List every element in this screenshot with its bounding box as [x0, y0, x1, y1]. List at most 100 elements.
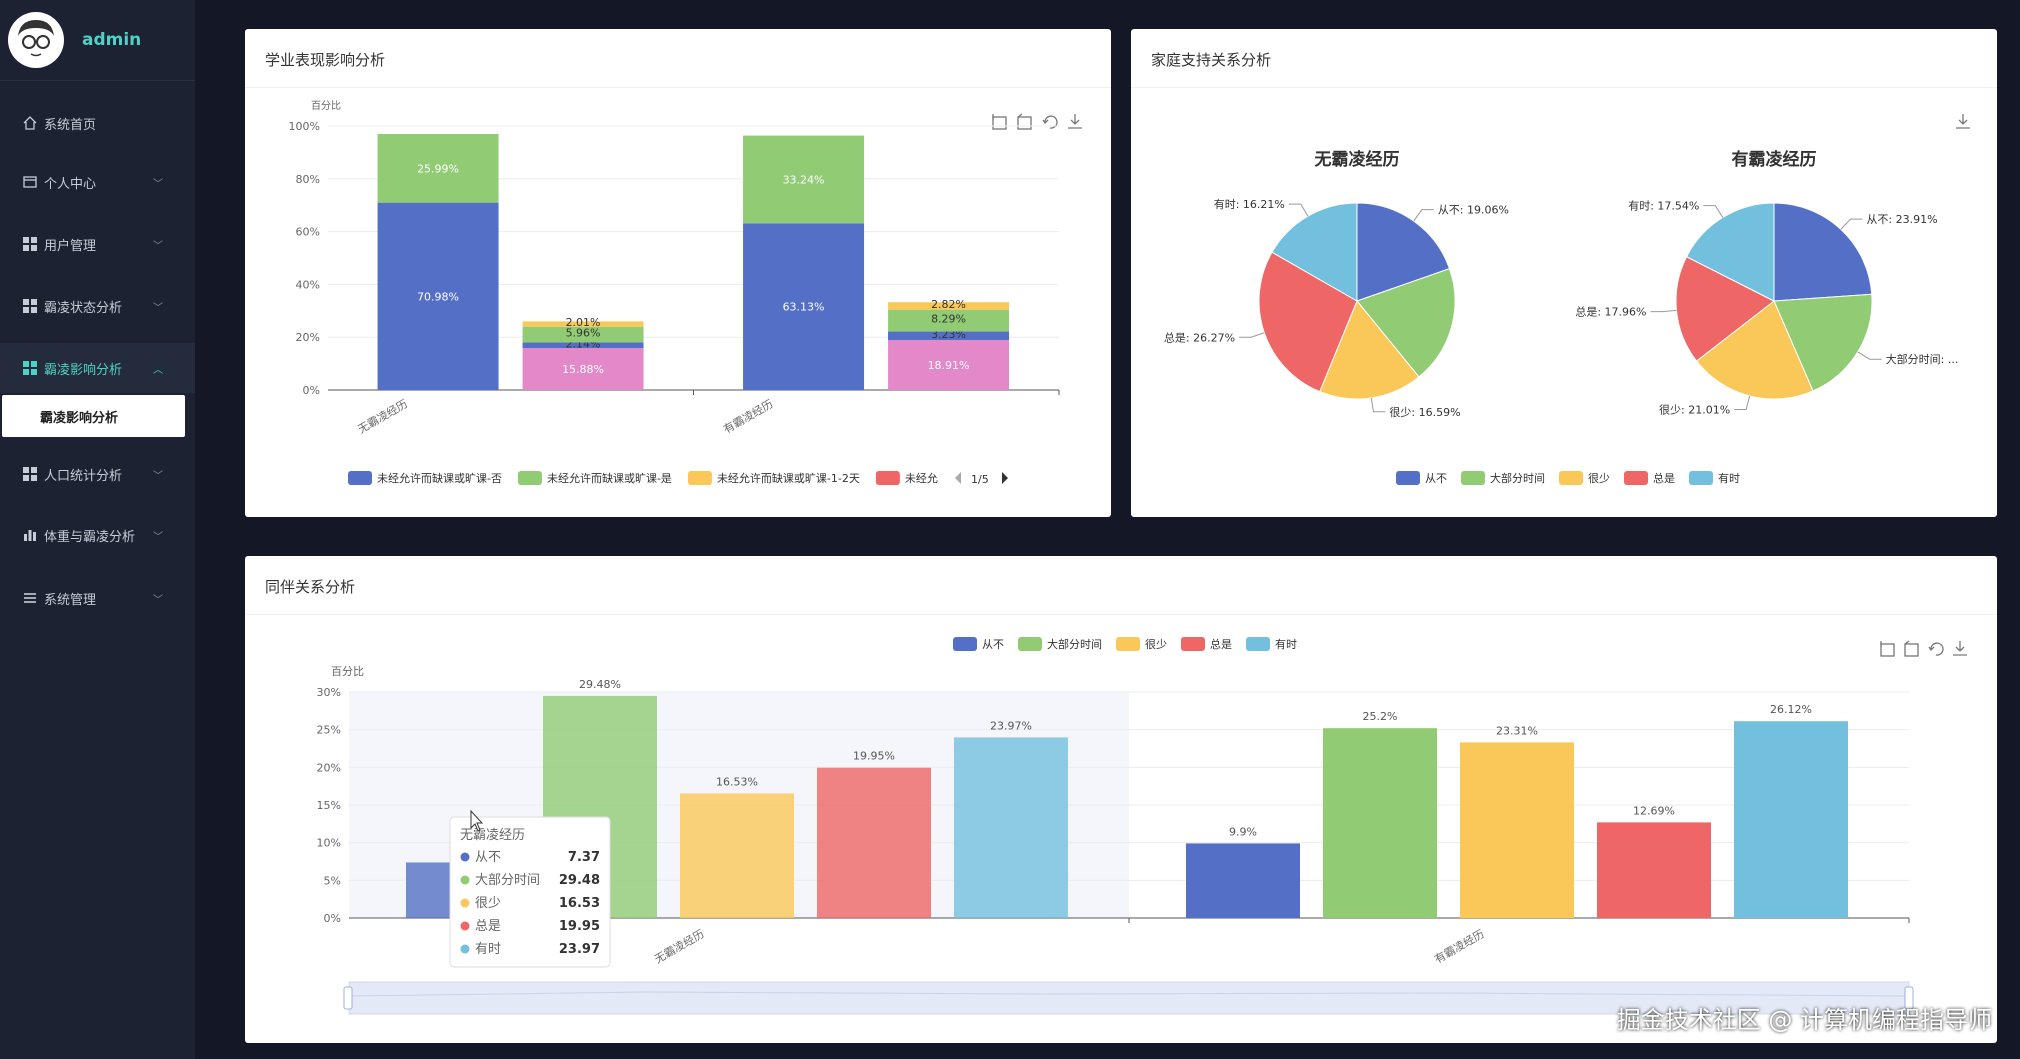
legend-label: 未经允许而缺课或旷课-1-2天 — [717, 471, 860, 485]
bar — [1323, 728, 1437, 918]
y-tick-label: 10% — [317, 837, 341, 850]
tooltip-marker — [460, 921, 470, 931]
sidebar-item-personal-center[interactable]: 个人中心 ﹀ — [0, 157, 195, 207]
y-tick-label: 0% — [324, 912, 341, 925]
download-icon[interactable] — [1068, 114, 1082, 129]
legend-swatch — [687, 471, 712, 485]
sidebar-item-system-management[interactable]: 系统管理 ﹀ — [0, 573, 195, 623]
data-label: 5.96% — [566, 327, 601, 340]
panel-title: 学业表现影响分析 — [265, 51, 386, 69]
bar — [1460, 742, 1574, 918]
tooltip-series-name: 大部分时间 — [475, 873, 540, 888]
tooltip-marker — [460, 875, 470, 885]
slice-label: 很少: 21.01% — [1659, 402, 1730, 416]
sidebar-item-weight-bullying[interactable]: 体重与霸凌分析 ﹀ — [0, 510, 195, 560]
panel-title: 家庭支持关系分析 — [1151, 51, 1272, 69]
legend-swatch — [1396, 471, 1420, 485]
avatar[interactable] — [8, 12, 64, 68]
sidebar-item-label: 人口统计分析 — [44, 468, 123, 484]
legend-swatch — [1461, 471, 1485, 485]
zoom-icon[interactable] — [1880, 641, 1895, 657]
y-tick-label: 20% — [317, 761, 341, 774]
refresh-icon[interactable] — [1042, 115, 1058, 129]
legend-swatch — [1624, 471, 1648, 485]
data-zoom-handle-left[interactable] — [343, 986, 353, 1010]
tooltip-series-name: 总是 — [475, 919, 501, 934]
zoom-icon[interactable] — [992, 114, 1007, 130]
card-icon — [22, 174, 38, 190]
data-label: 16.53% — [716, 775, 758, 788]
bar-segment — [743, 223, 865, 390]
legend-next-icon[interactable] — [1002, 472, 1008, 484]
sidebar-item-user-management[interactable]: 用户管理 ﹀ — [0, 219, 195, 269]
slice-label: 大部分时间: ... — [1886, 352, 1959, 366]
sidebar-item-bullying-status[interactable]: 霸凌状态分析 ﹀ — [0, 281, 195, 331]
sidebar-item-bullying-impact[interactable]: 霸凌影响分析 ︿ — [0, 343, 195, 393]
data-label: 63.13% — [783, 301, 825, 314]
bar-segment — [522, 342, 644, 349]
toolbox — [1880, 640, 1967, 657]
data-label: 12.69% — [1633, 804, 1675, 817]
peer-chart: 百分比 0% 5% 10% 15% 20% 25% 30% 无霸凌经历 29.48% 16.53% 1… — [317, 637, 1967, 1015]
y-tick-label: 100% — [289, 120, 320, 133]
y-tick-label: 30% — [317, 686, 341, 699]
chevron-down-icon: ﹀ — [153, 531, 163, 543]
submenu-item-bullying-impact[interactable]: 霸凌影响分析 — [2, 395, 185, 437]
zoom-reset-icon[interactable] — [1904, 640, 1919, 657]
chevron-down-icon: ﹀ — [153, 240, 163, 252]
bar — [1597, 822, 1711, 918]
y-tick-label: 0% — [303, 384, 320, 397]
x-tick-label: 有霸凌经历 — [1432, 926, 1487, 966]
bar — [1186, 843, 1300, 918]
slice-label: 有时: 17.54% — [1628, 199, 1699, 213]
bar-chart-icon — [22, 527, 38, 543]
legend-swatch — [1246, 637, 1270, 651]
label-line — [1840, 218, 1863, 230]
data-label: 8.29% — [931, 313, 966, 326]
slice-label: 很少: 16.59% — [1389, 405, 1460, 419]
tooltip-title: 无霸凌经历 — [460, 828, 525, 843]
y-axis-title: 百分比 — [311, 100, 341, 112]
sidebar-item-label: 用户管理 — [44, 238, 97, 254]
sidebar-item-home[interactable]: 系统首页 — [0, 98, 195, 148]
data-label: 18.91% — [928, 359, 970, 372]
pie-slice — [1356, 268, 1456, 378]
y-tick-label: 60% — [296, 226, 320, 239]
legend-prev-icon[interactable] — [955, 472, 961, 484]
label-line — [1650, 309, 1677, 313]
tooltip-series-name: 有时 — [475, 942, 501, 957]
panel-divider — [245, 614, 1997, 615]
bar-segment — [888, 309, 1010, 332]
data-zoom-slider[interactable] — [348, 981, 1910, 1015]
tooltip-value: 23.97 — [559, 942, 600, 957]
grid-icon — [22, 298, 38, 314]
sidebar-item-demographics[interactable]: 人口统计分析 ﹀ — [0, 449, 195, 499]
tooltip-box — [449, 816, 611, 968]
data-zoom-handle-right[interactable] — [1904, 986, 1914, 1010]
zoom-reset-icon[interactable] — [1017, 113, 1032, 130]
x-tick-label: 无霸凌经历 — [652, 926, 707, 966]
legend-label: 未经允许而缺课或旷课-否 — [377, 471, 502, 485]
y-tick-label: 80% — [296, 173, 320, 186]
pie-slice — [1271, 202, 1358, 302]
download-icon[interactable] — [1953, 641, 1967, 656]
slice-label: 总是: 26.27% — [1164, 330, 1235, 344]
label-line — [1703, 205, 1724, 218]
menu-icon — [22, 590, 38, 606]
bar-segment — [888, 302, 1010, 310]
legend-label: 很少 — [1145, 637, 1167, 651]
bar-segment — [743, 135, 865, 224]
legend-pager: 1/5 — [971, 473, 989, 486]
refresh-icon[interactable] — [1928, 642, 1944, 656]
download-icon[interactable] — [1956, 114, 1970, 129]
sidebar-item-label: 系统管理 — [44, 592, 97, 608]
panel-title: 同伴关系分析 — [265, 578, 356, 596]
grid-icon — [22, 236, 38, 252]
legend-label: 很少 — [1588, 471, 1610, 485]
panel-divider — [1131, 87, 1997, 88]
bar-segment — [888, 331, 1010, 341]
academic-chart: 百分比 0% 20% 40% 60% 80% 100% 无霸凌经历 70.98% 25.99% 15… — [289, 100, 1082, 486]
data-zoom-shadow — [348, 991, 1910, 997]
tooltip-marker — [460, 898, 470, 908]
